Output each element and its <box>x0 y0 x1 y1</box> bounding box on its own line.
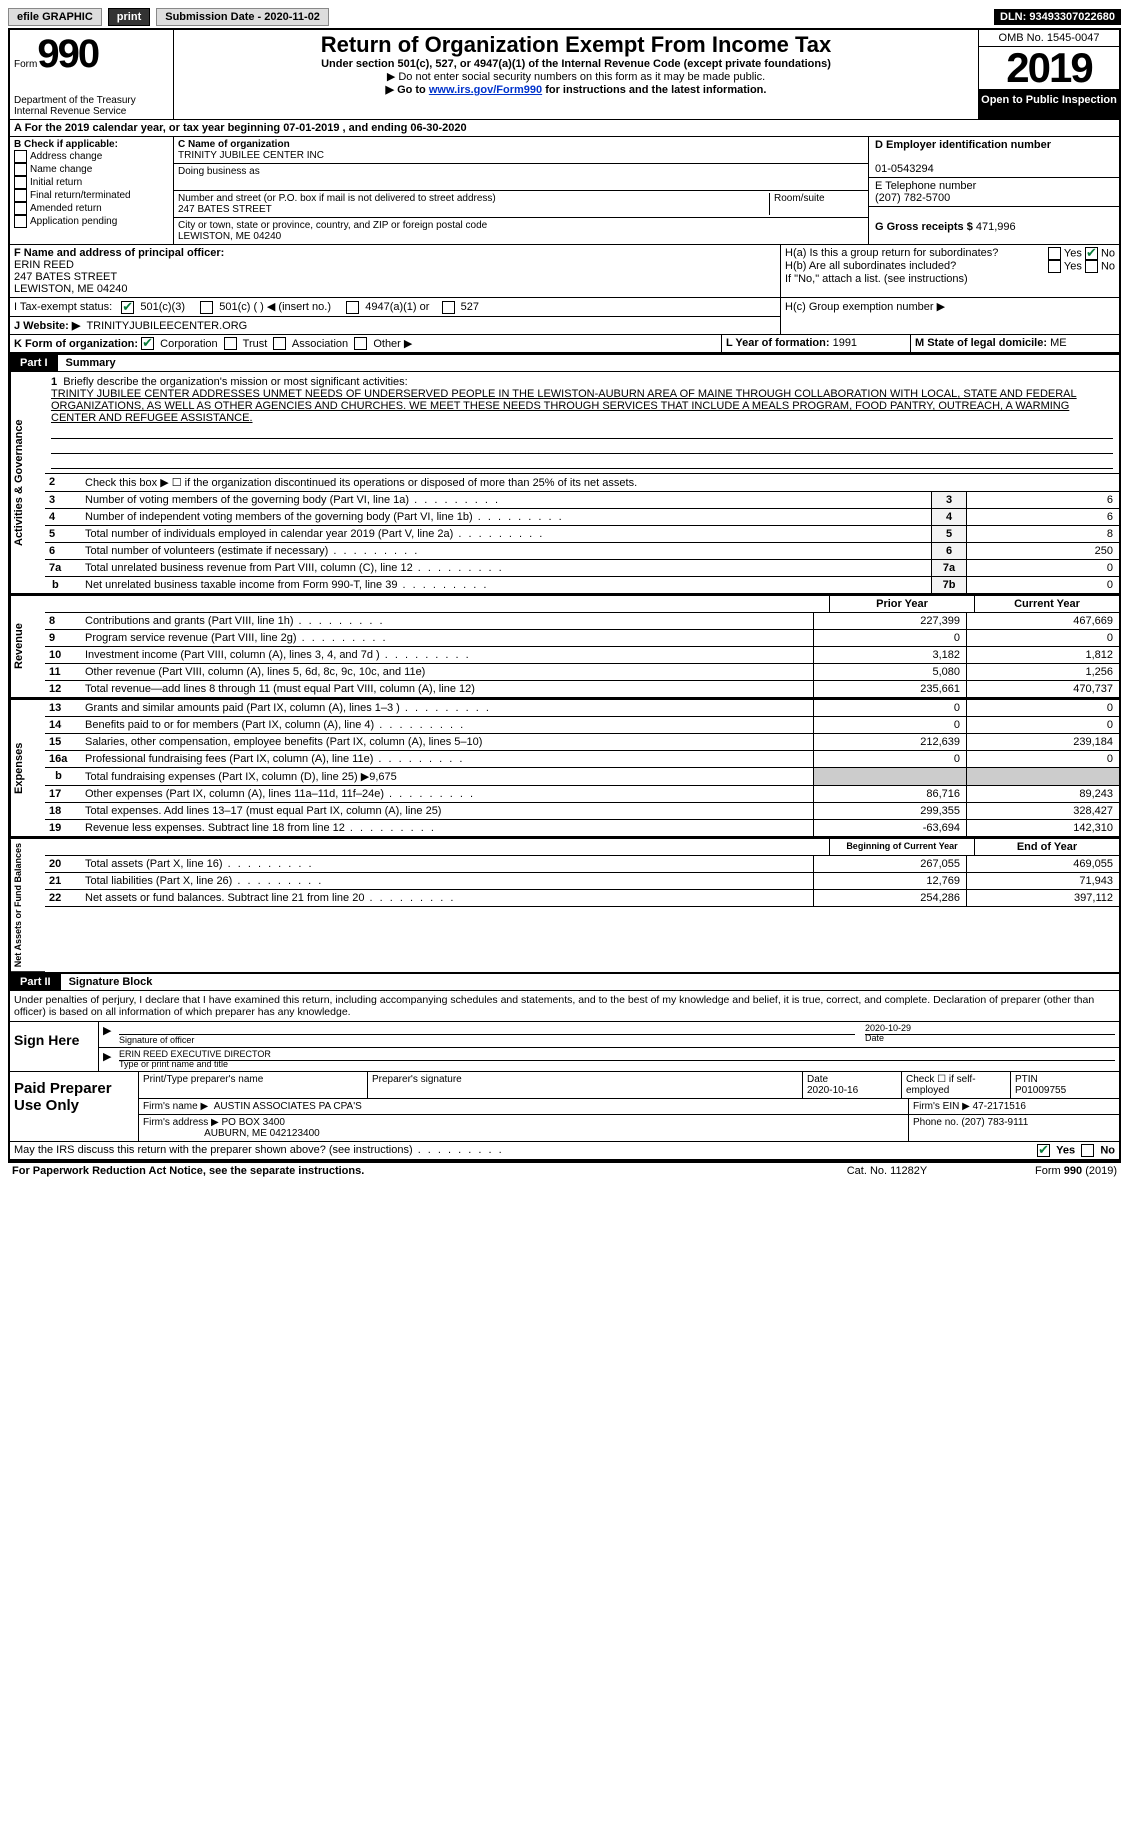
line-6: 6Total number of volunteers (estimate if… <box>45 543 1119 560</box>
submission-date: Submission Date - 2020-11-02 <box>156 8 329 26</box>
may-irs-discuss: May the IRS discuss this return with the… <box>10 1141 1119 1159</box>
side-net-assets: Net Assets or Fund Balances <box>10 839 45 972</box>
org-name-cell: C Name of organization TRINITY JUBILEE C… <box>174 137 868 164</box>
form-header: Form 990 Department of the TreasuryInter… <box>10 30 1119 120</box>
city-cell: City or town, state or province, country… <box>174 218 868 244</box>
line-20: 20Total assets (Part X, line 16)267,0554… <box>45 856 1119 873</box>
line-16b: bTotal fundraising expenses (Part IX, co… <box>45 768 1119 786</box>
irs-link[interactable]: www.irs.gov/Form990 <box>429 84 542 96</box>
ein-cell: D Employer identification number 01-0543… <box>869 137 1119 178</box>
line-12: 12Total revenue—add lines 8 through 11 (… <box>45 681 1119 698</box>
form-subtitle-3: ▶ Go to www.irs.gov/Form990 for instruct… <box>180 83 972 96</box>
line-17: 17Other expenses (Part IX, column (A), l… <box>45 786 1119 803</box>
dba-cell: Doing business as <box>174 164 868 191</box>
dept-treasury: Department of the TreasuryInternal Reven… <box>14 95 169 117</box>
website-row: J Website: ▶ TRINITYJUBILEECENTER.ORG <box>10 317 780 334</box>
address-cell: Number and street (or P.O. box if mail i… <box>174 191 868 218</box>
side-expenses: Expenses <box>10 700 45 837</box>
line-7a: 7aTotal unrelated business revenue from … <box>45 560 1119 577</box>
form-990: Form 990 Department of the TreasuryInter… <box>8 28 1121 1161</box>
part-ii-header: Part II Signature Block <box>10 972 1119 991</box>
principal-officer: F Name and address of principal officer:… <box>10 245 781 297</box>
line-4: 4Number of independent voting members of… <box>45 509 1119 526</box>
form-title: Return of Organization Exempt From Incom… <box>180 32 972 58</box>
open-to-public: Open to Public Inspection <box>979 90 1119 119</box>
group-return: H(a) Is this a group return for subordin… <box>781 245 1119 297</box>
part-i-header: Part I Summary <box>10 353 1119 372</box>
tax-exempt-status: I Tax-exempt status: 501(c)(3) 501(c) ( … <box>10 298 780 317</box>
top-bar: efile GRAPHIC print Submission Date - 20… <box>8 8 1121 26</box>
paid-preparer-row: Paid Preparer Use Only Print/Type prepar… <box>10 1071 1119 1141</box>
line-11: 11Other revenue (Part VIII, column (A), … <box>45 664 1119 681</box>
form-subtitle-1: Under section 501(c), 527, or 4947(a)(1)… <box>180 58 972 70</box>
side-governance: Activities & Governance <box>10 372 45 594</box>
line-3: 3Number of voting members of the governi… <box>45 492 1119 509</box>
tax-year: 2019 <box>979 47 1119 90</box>
state-domicile: M State of legal domicile: ME <box>911 335 1119 353</box>
form-subtitle-2: ▶ Do not enter social security numbers o… <box>180 70 972 83</box>
telephone-cell: E Telephone number (207) 782-5700 <box>869 178 1119 207</box>
line-13: 13Grants and similar amounts paid (Part … <box>45 700 1119 717</box>
print-button[interactable]: print <box>108 8 150 26</box>
perjury-declaration: Under penalties of perjury, I declare th… <box>10 991 1119 1021</box>
form-of-org: K Form of organization: Corporation Trus… <box>10 335 722 353</box>
side-revenue: Revenue <box>10 596 45 698</box>
line-5: 5Total number of individuals employed in… <box>45 526 1119 543</box>
line-22: 22Net assets or fund balances. Subtract … <box>45 890 1119 907</box>
line-10: 10Investment income (Part VIII, column (… <box>45 647 1119 664</box>
year-formation: L Year of formation: 1991 <box>722 335 911 353</box>
line-2: 2Check this box ▶ ☐ if the organization … <box>45 474 1119 492</box>
col-b-checkboxes: B Check if applicable: Address change Na… <box>10 137 174 244</box>
sign-here-row: Sign Here ▶ Signature of officer 2020-10… <box>10 1021 1119 1071</box>
page-footer: For Paperwork Reduction Act Notice, see … <box>8 1161 1121 1179</box>
line-14: 14Benefits paid to or for members (Part … <box>45 717 1119 734</box>
line-7b: bNet unrelated business taxable income f… <box>45 577 1119 594</box>
line-15: 15Salaries, other compensation, employee… <box>45 734 1119 751</box>
form-number: 990 <box>37 32 98 77</box>
form-label: Form <box>14 59 37 70</box>
line-8: 8Contributions and grants (Part VIII, li… <box>45 613 1119 630</box>
revenue-headers: Prior Year Current Year <box>45 596 1119 613</box>
line-18: 18Total expenses. Add lines 13–17 (must … <box>45 803 1119 820</box>
group-exemption: H(c) Group exemption number ▶ <box>781 298 1119 334</box>
efile-label: efile GRAPHIC <box>8 8 102 26</box>
line-19: 19Revenue less expenses. Subtract line 1… <box>45 820 1119 837</box>
line-21: 21Total liabilities (Part X, line 26)12,… <box>45 873 1119 890</box>
line-16a: 16aProfessional fundraising fees (Part I… <box>45 751 1119 768</box>
row-a-period: A For the 2019 calendar year, or tax yea… <box>10 120 1119 137</box>
mission-block: 1 Briefly describe the organization's mi… <box>45 372 1119 474</box>
line-9: 9Program service revenue (Part VIII, lin… <box>45 630 1119 647</box>
netassets-headers: Beginning of Current Year End of Year <box>45 839 1119 856</box>
dln: DLN: 93493307022680 <box>994 9 1121 25</box>
gross-receipts-cell: G Gross receipts $ 471,996 <box>869 207 1119 244</box>
